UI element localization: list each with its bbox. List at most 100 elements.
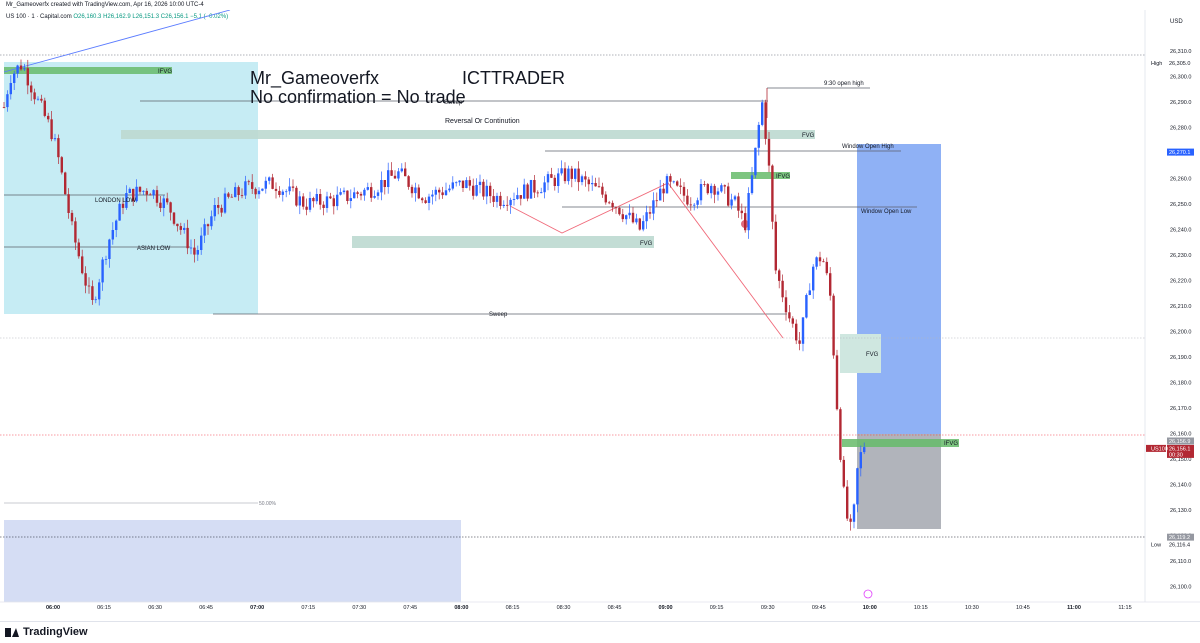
x-tick-labels: 06:00 06:15 06:30 06:45 07:00 07:15 07:30 07:45… <box>46 605 1132 611</box>
candle-body <box>67 194 70 213</box>
candle-body <box>822 261 825 263</box>
candle-body <box>302 196 305 207</box>
candle-body <box>815 257 818 267</box>
candle-body <box>393 175 397 179</box>
candle-body <box>635 218 638 223</box>
candle-body <box>43 100 46 116</box>
candle-body <box>128 188 131 193</box>
symbol-name[interactable]: US 100 · 1 · Capital.com <box>6 14 72 20</box>
candle-body <box>455 182 458 184</box>
candle-body <box>703 184 706 185</box>
candle-body <box>788 312 791 319</box>
lower-range-box <box>4 520 461 602</box>
candle-body <box>682 186 686 196</box>
candle-body <box>791 318 794 324</box>
trend-line-blue <box>3 10 231 73</box>
x-tick-label: 07:45 <box>403 605 417 611</box>
candle-body <box>53 138 57 140</box>
price-marker-value: 26,119.2 <box>1169 535 1190 541</box>
candle-body <box>543 182 546 193</box>
candle-body <box>750 175 754 194</box>
symbol-ohlc-line: US 100 · 1 · Capital.com O26,160.3 H26,1… <box>6 14 228 20</box>
candle-body <box>172 212 176 224</box>
candle-body <box>727 186 730 206</box>
candle-body <box>716 191 720 195</box>
candle-body <box>298 196 301 206</box>
long-position-target <box>857 144 941 434</box>
x-tick-label: 08:45 <box>608 605 622 611</box>
x-tick-label: 08:00 <box>454 605 468 611</box>
candle-body <box>441 192 444 196</box>
candle-body <box>597 186 601 188</box>
candle-body <box>291 186 295 188</box>
candle-body <box>536 192 539 194</box>
tradingview-logo[interactable]: TradingView <box>5 626 88 638</box>
price-axis[interactable] <box>1145 10 1200 602</box>
candle-body <box>614 207 618 209</box>
time-axis[interactable] <box>0 602 1200 621</box>
candle-body <box>696 200 699 205</box>
candle-body <box>254 188 257 195</box>
candle-body <box>325 196 329 208</box>
candle-body <box>438 189 441 193</box>
candle-body <box>251 182 254 189</box>
candle-body <box>142 190 145 192</box>
candle-body <box>832 295 835 356</box>
zone-label-fvg-3: FVG <box>866 352 879 358</box>
price-marker-box <box>1167 540 1194 548</box>
price-chart[interactable]: IFVG FVG FVG IFVG FVG IFVG Mr_Gameoverfx… <box>0 10 1200 621</box>
event-marker-icon[interactable] <box>863 589 873 599</box>
price-marker-value: 26,116.4 <box>1169 542 1190 548</box>
candle-body <box>846 486 849 519</box>
candle-body <box>523 184 526 199</box>
candle-body <box>50 119 53 140</box>
candle-body <box>132 188 135 202</box>
candle-body <box>179 226 182 230</box>
price-marker-box <box>1167 533 1194 541</box>
x-tick-label: 06:30 <box>148 605 162 611</box>
candle-body <box>587 179 590 185</box>
candle-body <box>516 195 519 199</box>
candle-body <box>771 165 774 222</box>
candle-body <box>19 65 23 70</box>
fvg-zone-reversal <box>121 130 815 139</box>
candle-body <box>230 196 233 198</box>
candle-body <box>733 196 737 200</box>
candle-body <box>679 185 682 187</box>
candles-layer <box>2 59 866 531</box>
candle-body <box>261 188 264 191</box>
candle-body <box>472 185 475 196</box>
candle-body <box>478 181 482 185</box>
candle-body <box>540 192 543 194</box>
candle-body <box>723 185 726 187</box>
candle-body <box>506 204 509 206</box>
candle-body <box>526 184 529 199</box>
candle-body <box>645 212 648 222</box>
candle-body <box>404 168 407 177</box>
candle-body <box>237 187 240 195</box>
price-marker-tag-box <box>1146 444 1166 452</box>
candle-body <box>693 204 696 206</box>
candle-body <box>563 168 567 182</box>
candle-body <box>94 299 97 301</box>
candle-body <box>584 176 587 180</box>
candle-body <box>407 176 410 187</box>
candle-body <box>655 200 658 202</box>
candle-body <box>315 194 318 202</box>
candle-body <box>363 189 366 196</box>
candle-body <box>859 452 862 469</box>
candle-body <box>764 102 767 139</box>
candle-body <box>329 196 332 199</box>
candle-body <box>152 190 155 196</box>
candle-body <box>706 184 709 194</box>
candle-body <box>710 185 713 194</box>
y-tick-label: 26,260.0 <box>1170 176 1191 182</box>
candle-body <box>380 180 383 193</box>
candle-body <box>121 203 125 208</box>
candle-body <box>512 199 516 200</box>
ohlc-values: O26,160.3 H26,162.9 L26,151.3 C26,156.1 … <box>73 14 229 20</box>
candle-body <box>631 212 635 223</box>
candle-body <box>339 192 342 195</box>
candle-body <box>567 168 570 182</box>
candle-body <box>346 190 349 201</box>
